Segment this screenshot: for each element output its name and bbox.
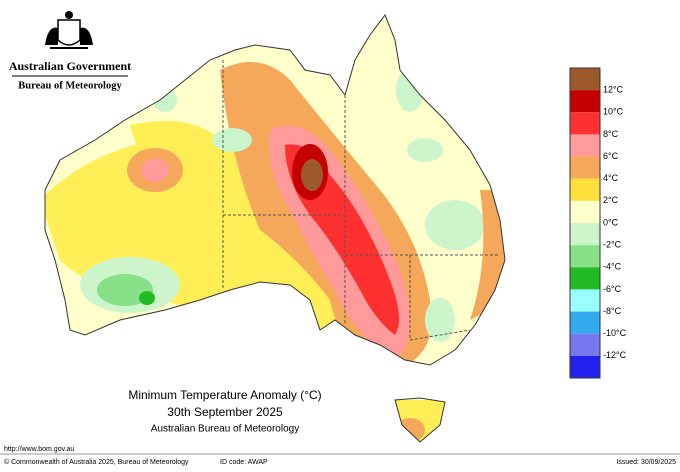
legend-swatch	[570, 134, 600, 157]
map-title: Minimum Temperature Anomaly (°C)	[128, 388, 321, 402]
legend-label: -8°C	[603, 306, 622, 316]
map-date: 30th September 2025	[167, 405, 283, 419]
government-name: Australian Government	[9, 59, 131, 73]
legend-frame	[569, 67, 601, 379]
legend-swatch	[570, 289, 600, 312]
legend-label: -4°C	[603, 262, 622, 272]
legend-swatch	[570, 333, 600, 356]
legend-swatch	[570, 178, 600, 201]
legend-label: 8°C	[603, 129, 619, 139]
legend-label: 0°C	[603, 217, 619, 227]
footer-id-code: ID code: AWAP	[220, 459, 268, 466]
legend-swatch	[570, 245, 600, 268]
legend-label: 2°C	[603, 195, 619, 205]
map-source: Australian Bureau of Meteorology	[151, 424, 299, 435]
legend-label: 6°C	[603, 151, 619, 161]
state-borders	[222, 60, 500, 341]
legend-label: 10°C	[603, 107, 624, 117]
coastline	[44, 13, 506, 443]
legend-swatch	[570, 223, 600, 246]
legend-swatch	[570, 90, 600, 113]
legend-label: 12°C	[603, 85, 624, 95]
legend-swatch	[570, 68, 600, 91]
legend-label: 4°C	[603, 173, 619, 183]
footer-copyright: © Commonwealth of Australia 2025, Bureau…	[4, 458, 189, 466]
footer-issued: Issued: 30/09/2025	[616, 459, 676, 466]
legend-swatch	[570, 311, 600, 334]
agency-name: Bureau of Meteorology	[18, 80, 122, 91]
legend-label: -12°C	[603, 350, 627, 360]
legend-label: -6°C	[603, 284, 622, 294]
legend-swatch	[570, 355, 600, 378]
legend-label: -2°C	[603, 240, 622, 250]
legend: 12°C 10°C 8°C 6°C 4°C 2°C 0°C -2°C -4°C -6°C -8°C -…	[569, 67, 627, 379]
legend-swatch	[570, 267, 600, 290]
legend-swatch	[570, 156, 600, 179]
coat-of-arms	[45, 11, 93, 49]
legend-label: -10°C	[603, 328, 627, 338]
legend-swatch	[570, 200, 600, 223]
legend-swatch	[570, 112, 600, 135]
footer-url: http://www.bom.gov.au	[4, 446, 74, 453]
